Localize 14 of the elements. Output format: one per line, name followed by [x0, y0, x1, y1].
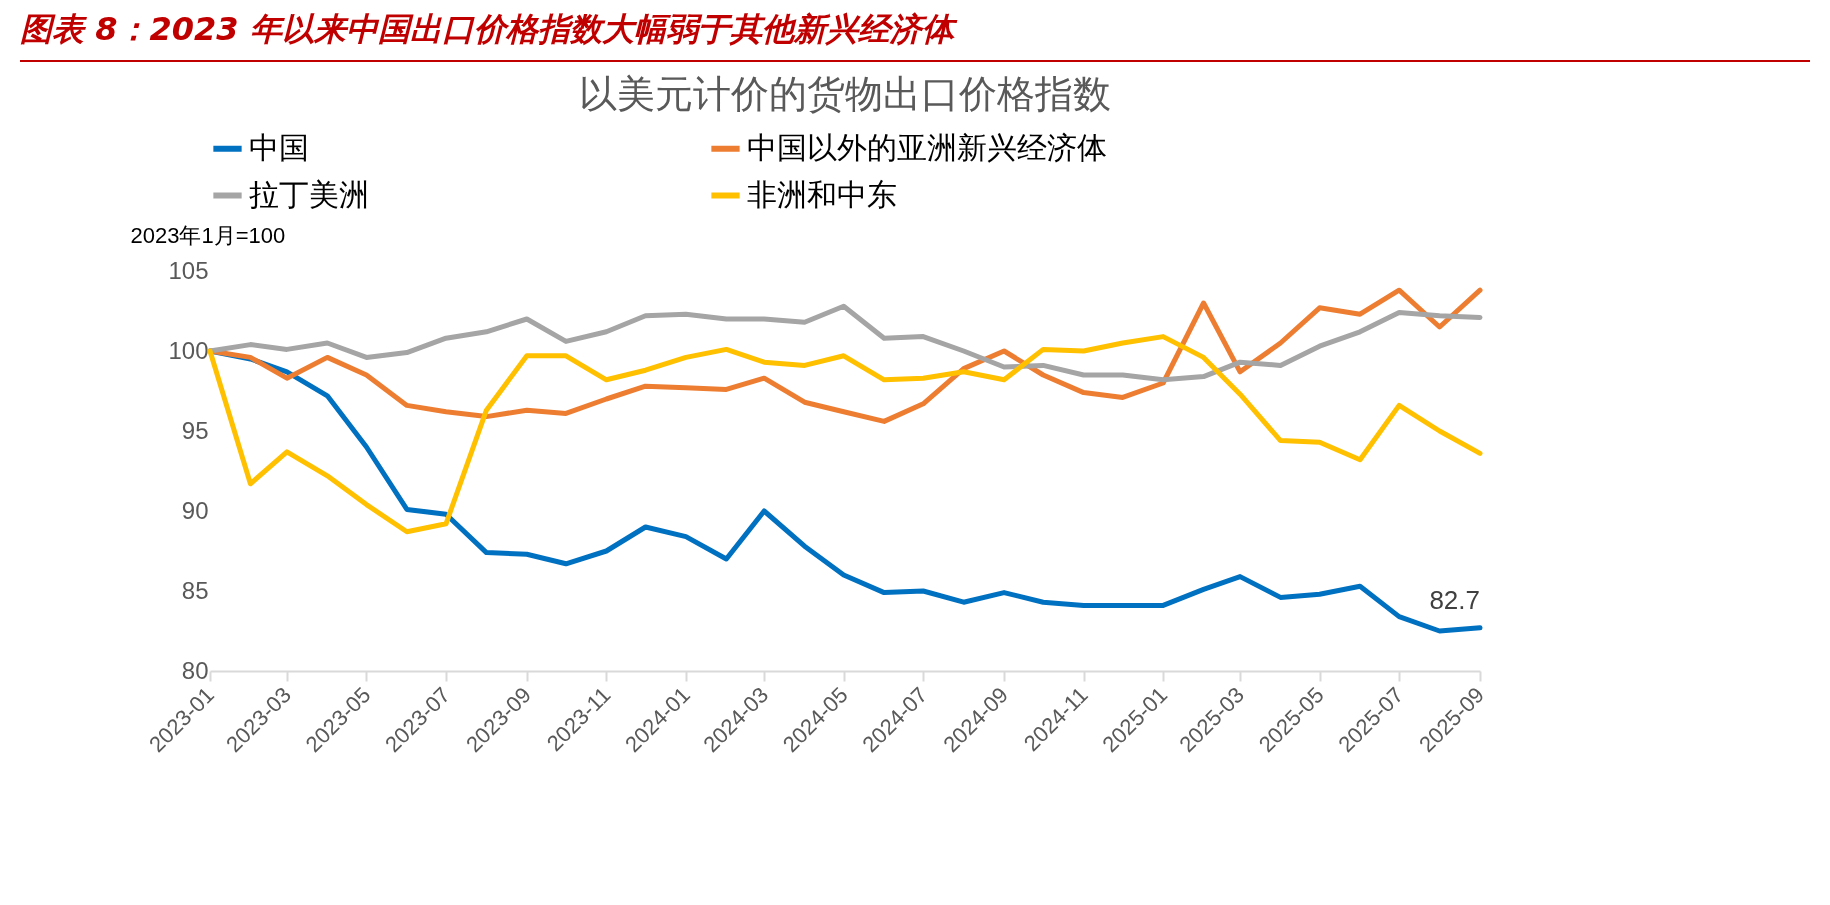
- chart-title: 图表 8：2023 年以来中国出口价格指数大幅弱于其他新兴经济体: [20, 8, 1810, 62]
- y-tick-label: 100: [168, 336, 209, 364]
- legend-label: 非洲和中东: [747, 177, 897, 211]
- chart-subtitle: 以美元计价的货物出口价格指数: [579, 73, 1111, 115]
- y-tick-label: 95: [181, 416, 209, 444]
- y-axis-title: 2023年1月=100: [130, 222, 286, 248]
- y-tick-label: 90: [181, 496, 209, 524]
- y-tick-label: 80: [181, 656, 209, 684]
- y-tick-label: 85: [181, 576, 209, 604]
- legend-label: 中国: [249, 130, 309, 164]
- legend-label: 拉丁美洲: [249, 177, 369, 211]
- y-tick-label: 105: [168, 256, 209, 284]
- data-label: 82.7: [1429, 584, 1480, 615]
- legend-label: 中国以外的亚洲新兴经济体: [747, 130, 1107, 164]
